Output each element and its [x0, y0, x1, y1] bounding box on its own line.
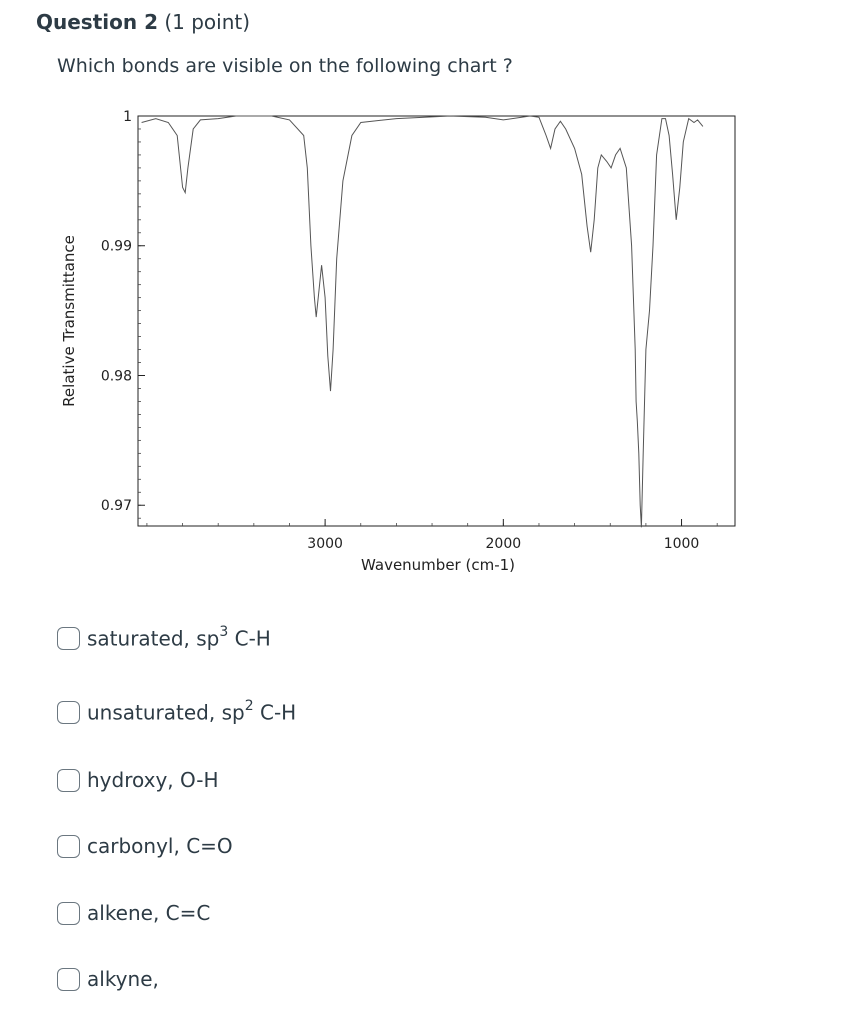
option-superscript: 3 [219, 623, 229, 640]
option-label: saturated, sp3 C-H [87, 623, 271, 651]
option-label: unsaturated, sp2 C-H [87, 697, 297, 725]
option-text: unsaturated, sp [87, 700, 245, 725]
checkbox[interactable] [57, 834, 80, 858]
question-title: Question 2 [36, 10, 158, 34]
option-superscript: 2 [244, 697, 254, 714]
y-tick-label: 0.99 [101, 239, 132, 255]
option-label: carbonyl, C=O [87, 834, 233, 858]
option-suffix: C-H [228, 626, 271, 651]
chart-svg: 1 0.99 0.98 0.97 3000 2000 1000 Wavenumber (c… [60, 109, 736, 574]
option-alkyne[interactable]: alkyne, [57, 961, 159, 997]
option-label: alkyne, [87, 967, 159, 991]
y-axis-label: Relative Transmittance [60, 235, 78, 407]
question-header: Question 2 (1 point) [36, 10, 250, 34]
option-unsaturated-sp2-ch[interactable]: unsaturated, sp2 C-H [57, 694, 296, 730]
checkbox[interactable] [57, 700, 80, 724]
checkbox[interactable] [57, 768, 80, 792]
x-axis-ticks: 3000 2000 1000 [307, 519, 699, 552]
y-tick-label: 0.97 [101, 498, 132, 514]
option-alkene-cc[interactable]: alkene, C=C [57, 895, 210, 931]
option-suffix: C-H [253, 700, 297, 725]
option-text: saturated, sp [87, 626, 220, 651]
x-tick-label: 2000 [486, 536, 522, 552]
y-tick-label: 1 [123, 109, 132, 125]
x-tick-label: 1000 [664, 536, 700, 552]
question-prompt: Which bonds are visible on the following… [57, 55, 513, 77]
y-axis-ticks: 1 0.99 0.98 0.97 [101, 109, 145, 514]
checkbox[interactable] [57, 901, 80, 925]
ir-spectrum-chart: 1 0.99 0.98 0.97 3000 2000 1000 Wavenumber (c… [50, 100, 750, 590]
option-label: hydroxy, O-H [87, 768, 219, 792]
option-hydroxy-oh[interactable]: hydroxy, O-H [57, 762, 219, 798]
question-points: (1 point) [164, 10, 251, 34]
x-axis-label: Wavenumber (cm-1) [361, 556, 515, 574]
plot-frame [137, 115, 736, 527]
option-saturated-sp3-ch[interactable]: saturated, sp3 C-H [57, 620, 271, 656]
option-label: alkene, C=C [87, 901, 211, 925]
x-tick-label: 3000 [307, 536, 343, 552]
y-tick-label: 0.98 [101, 368, 132, 384]
checkbox[interactable] [57, 967, 80, 991]
option-carbonyl-co[interactable]: carbonyl, C=O [57, 828, 233, 864]
checkbox[interactable] [57, 626, 80, 650]
series-line [141, 115, 704, 528]
